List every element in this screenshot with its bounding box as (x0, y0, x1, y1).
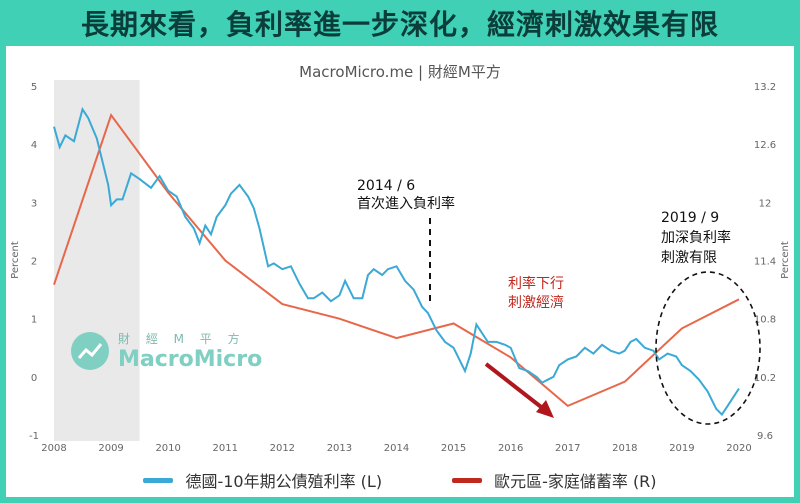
left-tick-label: 1 (31, 315, 37, 326)
watermark-brand: MacroMicro (118, 347, 263, 372)
x-axis-ticks: 2008 2009 2010 2011 2012 2013 2014 2015 2016 2017… (41, 443, 751, 454)
banner-title: 長期來看，負利率進一步深化，經濟刺激效果有限 (80, 8, 719, 41)
annotation-red-arrow (484, 362, 547, 412)
right-tick-label: 12.6 (754, 140, 776, 151)
x-tick-label: 2014 (384, 443, 409, 454)
legend-label-german: 德國-10年期公債殖利率 (L) (185, 472, 383, 491)
right-tick-label: 10.8 (754, 315, 776, 326)
legend-swatch-euro (452, 477, 483, 483)
annotation-red-line2: 刺激經濟 (508, 294, 564, 311)
left-tick-label: 0 (31, 373, 37, 384)
x-tick-label: 2009 (98, 443, 123, 454)
x-tick-label: 2020 (726, 443, 751, 454)
right-tick-label: 12 (759, 198, 772, 209)
right-tick-label: 11.4 (754, 257, 776, 268)
x-tick-label: 2008 (41, 443, 66, 454)
left-tick-label: 5 (31, 82, 37, 93)
right-tick-label: 13.2 (754, 82, 776, 93)
annotation-red-line1: 利率下行 (508, 275, 564, 292)
x-tick-label: 2016 (498, 443, 523, 454)
banner: 長期來看，負利率進一步深化，經濟刺激效果有限 (0, 0, 800, 46)
legend-item-euro[interactable]: 歐元區-家庭儲蓄率 (R) (452, 468, 657, 492)
left-tick-label: 4 (31, 140, 37, 151)
annotation-2019-line3: 刺激有限 (661, 249, 717, 266)
right-axis-label: Percent (780, 241, 791, 279)
x-tick-label: 2012 (270, 443, 295, 454)
x-tick-label: 2010 (155, 443, 180, 454)
recession-shade (54, 80, 140, 441)
left-tick-label: -1 (29, 431, 39, 442)
left-axis-ticks: 5 4 3 2 1 0 -1 (29, 82, 39, 442)
annotation-2014-line2: 首次進入負利率 (357, 195, 455, 212)
x-tick-label: 2011 (213, 443, 238, 454)
series-euro-savings-line (53, 112, 740, 408)
annotation-2019-dashed-ellipse (655, 271, 761, 425)
right-tick-label: 10.2 (754, 373, 776, 384)
legend-label-euro: 歐元區-家庭儲蓄率 (R) (494, 472, 657, 491)
watermark-chinese: 財 經 M 平 方 (118, 332, 246, 346)
right-axis-ticks: 13.2 12.6 12 11.4 10.8 10.2 9.6 (754, 82, 776, 442)
legend-swatch-german (143, 477, 174, 483)
legend: 德國-10年期公債殖利率 (L) 歐元區-家庭儲蓄率 (R) (0, 468, 800, 492)
x-tick-label: 2019 (669, 443, 694, 454)
annotation-red-arrowhead (536, 400, 554, 418)
site-label: MacroMicro.me | 財經M平方 (299, 63, 501, 81)
watermark: 財 經 M 平 方 MacroMicro (70, 330, 262, 372)
left-tick-label: 3 (31, 198, 37, 209)
left-axis-label: Percent (10, 241, 21, 279)
x-tick-label: 2018 (612, 443, 637, 454)
x-tick-label: 2015 (441, 443, 466, 454)
legend-item-german[interactable]: 德國-10年期公債殖利率 (L) (143, 468, 382, 492)
left-tick-label: 2 (31, 257, 37, 268)
series-german-yield-line (53, 106, 740, 417)
x-tick-label: 2017 (555, 443, 580, 454)
watermark-logo-icon (71, 332, 109, 370)
annotation-2019-line2: 加深負利率 (661, 229, 731, 246)
x-tick-label: 2013 (327, 443, 352, 454)
right-tick-label: 9.6 (757, 431, 773, 442)
annotation-2014-line1: 2014 / 6 (357, 178, 415, 194)
annotation-2019-line1: 2019 / 9 (661, 210, 719, 226)
